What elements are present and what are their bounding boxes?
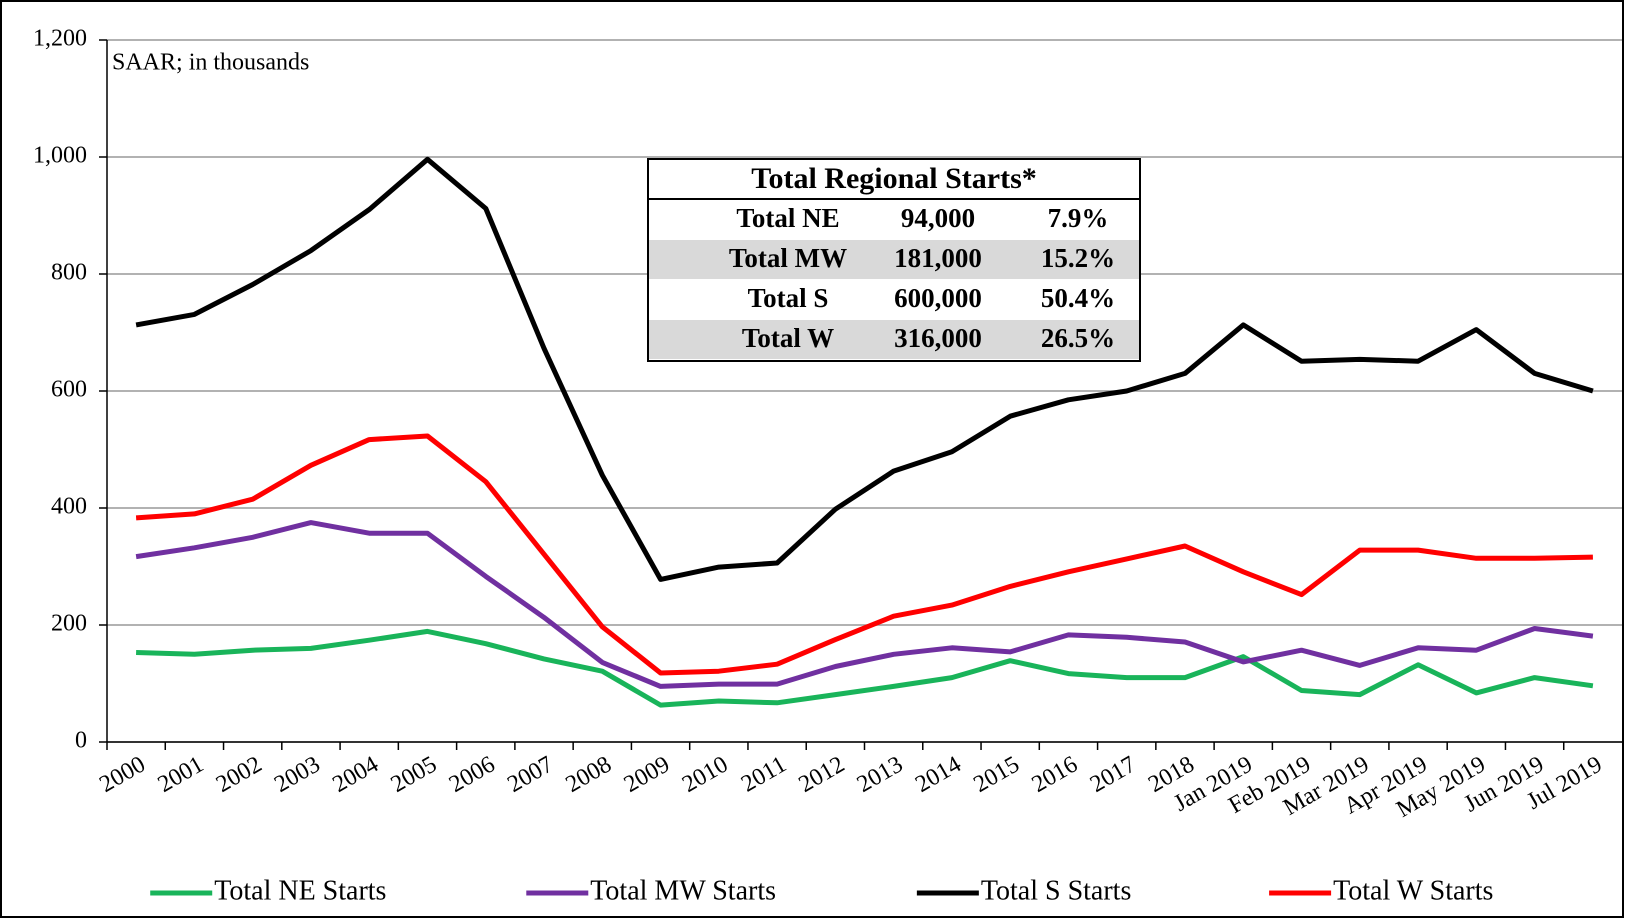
legend-label: Total MW Starts bbox=[590, 875, 776, 906]
x-tick-label: 2011 bbox=[737, 751, 791, 797]
table-cell: 181,000 bbox=[894, 243, 982, 273]
x-tick-label: 2007 bbox=[503, 751, 558, 798]
y-tick-label: 600 bbox=[51, 377, 87, 403]
legend-label: Total S Starts bbox=[981, 875, 1132, 906]
x-tick-label: 2003 bbox=[270, 751, 325, 798]
x-tick-label: 2010 bbox=[678, 751, 733, 798]
y-tick-label: 0 bbox=[75, 728, 87, 754]
table-cell: Total S bbox=[748, 283, 829, 313]
table-cell: Total NE bbox=[736, 203, 839, 233]
series-line bbox=[135, 156, 1594, 582]
x-tick-label: 2016 bbox=[1028, 751, 1083, 798]
x-tick-label: 2014 bbox=[911, 751, 966, 798]
x-tick-label: 2005 bbox=[387, 751, 442, 798]
x-tick-label: 2004 bbox=[328, 751, 383, 798]
y-tick-label: 400 bbox=[51, 494, 87, 520]
table-row-shade bbox=[649, 240, 1139, 279]
y-tick-label: 1,000 bbox=[33, 143, 87, 169]
legend-label: Total W Starts bbox=[1333, 875, 1493, 906]
table-cell: Total MW bbox=[729, 243, 847, 273]
x-tick-label: 2013 bbox=[853, 751, 908, 798]
x-tick-label: 2015 bbox=[969, 751, 1024, 798]
table-cell: 600,000 bbox=[894, 283, 982, 313]
legend-label: Total NE Starts bbox=[214, 875, 386, 906]
annotation: SAAR; in thousands bbox=[112, 50, 309, 76]
x-tick-label: 2008 bbox=[561, 751, 616, 798]
x-tick-label: 2001 bbox=[154, 751, 209, 798]
x-tick-label: 2012 bbox=[795, 751, 850, 798]
x-tick-label: 2000 bbox=[95, 751, 150, 798]
table-cell: 7.9% bbox=[1048, 203, 1109, 233]
x-tick-label: 2017 bbox=[1086, 751, 1141, 798]
x-tick-label: 2006 bbox=[445, 751, 500, 798]
series-line bbox=[136, 628, 1594, 708]
table-cell: 26.5% bbox=[1041, 323, 1115, 353]
table-row-shade bbox=[649, 320, 1139, 359]
series-line bbox=[135, 433, 1593, 676]
table-cell: Total W bbox=[742, 323, 834, 353]
x-tick-label: 2009 bbox=[620, 751, 675, 798]
x-tick-label: 2002 bbox=[212, 751, 267, 798]
table-cell: 316,000 bbox=[894, 323, 982, 353]
table-cell: 15.2% bbox=[1041, 243, 1115, 273]
table-cell: 94,000 bbox=[901, 203, 975, 233]
y-tick-label: 1,200 bbox=[33, 26, 87, 52]
table-title: Total Regional Starts* bbox=[751, 162, 1037, 195]
y-tick-label: 200 bbox=[51, 611, 87, 637]
table-cell: 50.4% bbox=[1041, 283, 1115, 313]
series-line bbox=[135, 520, 1594, 689]
y-tick-label: 800 bbox=[51, 260, 87, 286]
